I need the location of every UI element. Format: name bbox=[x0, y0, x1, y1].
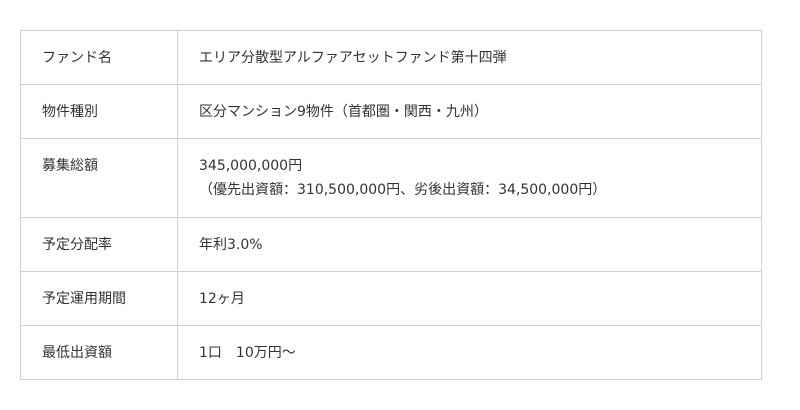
row-value: 1口 10万円〜 bbox=[177, 325, 762, 380]
row-value: 12ヶ月 bbox=[177, 271, 762, 326]
row-label: 物件種別 bbox=[20, 84, 178, 139]
amount-breakdown: （優先出資額：310,500,000円、劣後出資額：34,500,000円） bbox=[199, 182, 607, 198]
fund-overview-table: ファンド名 エリア分散型アルファアセットファンド第十四弾 物件種別 区分マンショ… bbox=[20, 30, 762, 380]
row-label: 最低出資額 bbox=[20, 325, 178, 380]
table-row-operation-period: 予定運用期間 12ヶ月 bbox=[20, 271, 762, 326]
row-label: 予定運用期間 bbox=[20, 271, 178, 326]
row-value: 年利3.0% bbox=[177, 217, 762, 272]
row-value: エリア分散型アルファアセットファンド第十四弾 bbox=[177, 30, 762, 85]
table-row-property-type: 物件種別 区分マンション9物件（首都圏・関西・九州） bbox=[20, 84, 762, 139]
row-label: 予定分配率 bbox=[20, 217, 178, 272]
table-row-fund-name: ファンド名 エリア分散型アルファアセットファンド第十四弾 bbox=[20, 30, 762, 85]
table-row-total-amount: 募集総額 345,000,000円 （優先出資額：310,500,000円、劣後… bbox=[20, 138, 762, 218]
row-label: 募集総額 bbox=[20, 138, 178, 218]
table-row-distribution-rate: 予定分配率 年利3.0% bbox=[20, 217, 762, 272]
total-amount: 345,000,000円 bbox=[199, 158, 303, 174]
row-value: 345,000,000円 （優先出資額：310,500,000円、劣後出資額：3… bbox=[177, 138, 762, 218]
row-value: 区分マンション9物件（首都圏・関西・九州） bbox=[177, 84, 762, 139]
table-row-minimum-investment: 最低出資額 1口 10万円〜 bbox=[20, 325, 762, 380]
row-label: ファンド名 bbox=[20, 30, 178, 85]
